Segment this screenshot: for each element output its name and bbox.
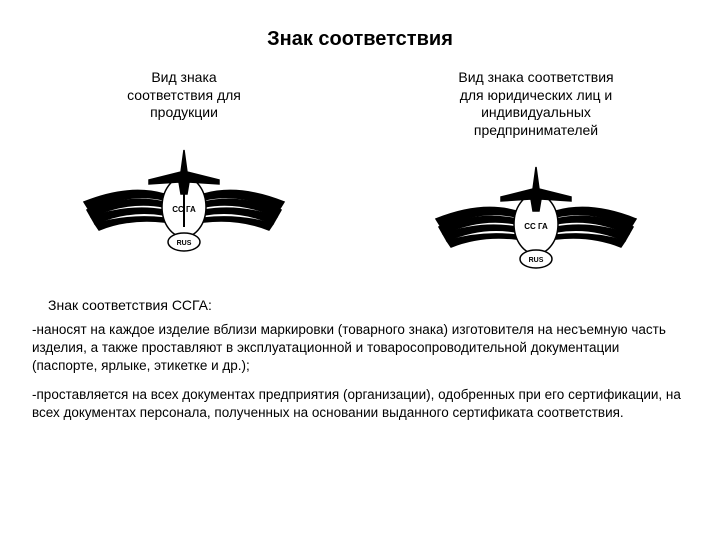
right-badge-bottom-text: RUS — [529, 257, 544, 264]
columns: Вид знака соответствия для продукции — [28, 69, 692, 279]
right-label: Вид знака соответствия для юридических л… — [426, 69, 646, 139]
aviation-badge-icon: СС ГА RUS — [421, 149, 651, 279]
bullet-1: -наносят на каждое изделие вблизи маркир… — [32, 321, 688, 376]
subheading: Знак соответствия ССГА: — [48, 297, 692, 313]
left-badge-top-text: СС ГА — [172, 205, 196, 214]
right-badge-top-text: СС ГА — [524, 222, 548, 231]
bullet-2: -проставляется на всех документах предпр… — [32, 386, 688, 422]
left-badge-bottom-text: RUS — [177, 240, 192, 247]
left-emblem: СС ГА RUS — [28, 132, 340, 262]
right-emblem: СС ГА RUS — [380, 149, 692, 279]
page-title: Знак соответствия — [28, 28, 692, 51]
column-left: Вид знака соответствия для продукции — [28, 69, 340, 279]
left-label: Вид знака соответствия для продукции — [74, 69, 294, 122]
column-right: Вид знака соответствия для юридических л… — [380, 69, 692, 279]
aviation-badge-icon: СС ГА RUS — [69, 132, 299, 262]
